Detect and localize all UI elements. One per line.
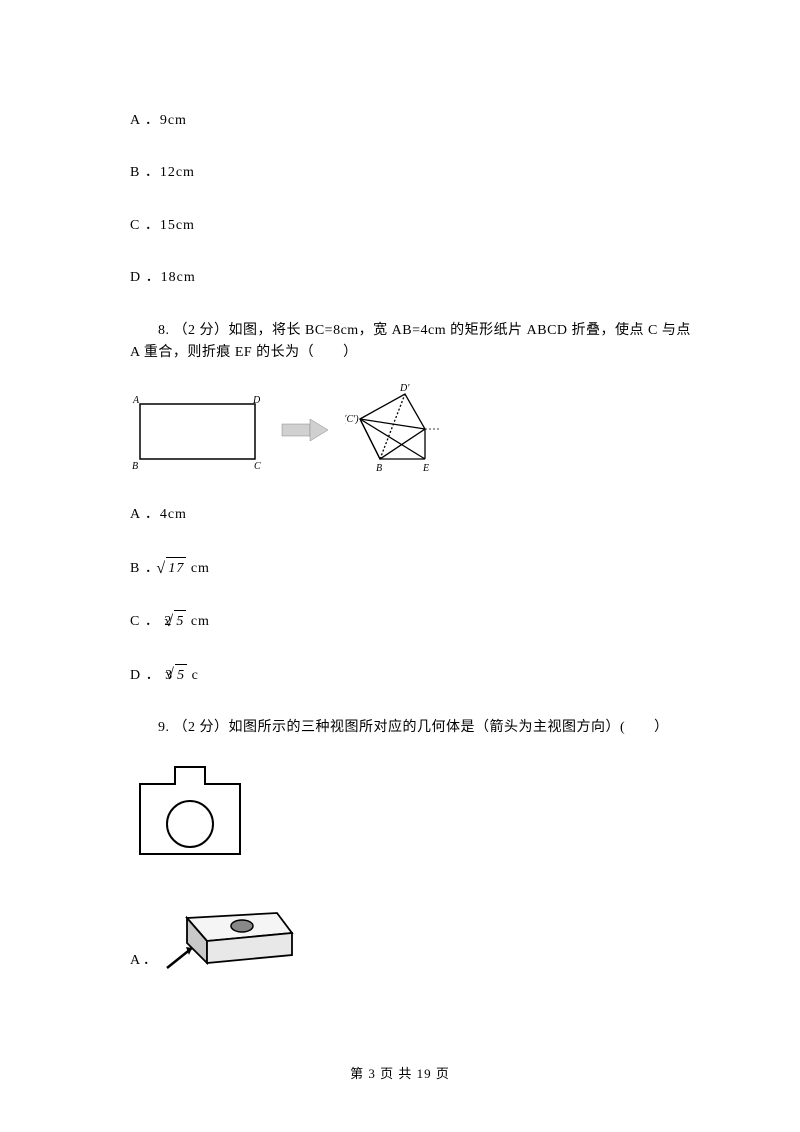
svg-text:A: A <box>132 395 140 406</box>
svg-text:C: C <box>254 461 261 469</box>
svg-text:D': D' <box>399 383 410 394</box>
sqrt-expr: √5 <box>172 610 186 633</box>
svg-text:D: D <box>252 395 261 406</box>
option-label: D ． <box>130 667 161 682</box>
svg-text:A(C'): A(C') <box>345 414 359 425</box>
q9-option-a-label: A ． <box>130 950 157 972</box>
question-9: 9. （2 分）如图所示的三种视图所对应的几何体是（箭头为主视图方向）( ） <box>130 717 700 739</box>
sqrt-expr: √17 <box>164 557 186 580</box>
q9-solid-a <box>162 893 302 973</box>
q8-option-d: D ． 3 √5 c <box>130 664 700 687</box>
arrow-icon <box>280 414 330 444</box>
q9-views-diagram <box>130 759 700 872</box>
svg-text:E: E <box>422 463 429 474</box>
rectangle-diagram: A D B C <box>130 389 265 469</box>
page-content: A ．9cm B ．12cm C ．15cm D ．18cm 8. （2 分）如… <box>0 0 800 973</box>
sqrt-expr: √5 <box>173 664 187 687</box>
option-c: C ．15cm <box>130 215 700 237</box>
svg-text:B: B <box>376 463 382 474</box>
folded-diagram: D' A(C') B E <box>345 379 465 479</box>
unit-text: cm <box>191 614 210 629</box>
svg-text:B: B <box>132 461 138 469</box>
page-number: 第 3 页 共 19 页 <box>350 1066 450 1081</box>
option-d: D ．18cm <box>130 267 700 289</box>
q8-diagram: A D B C D' A(C') B E <box>130 379 700 479</box>
option-label: C ． <box>130 614 160 629</box>
option-a: A ．9cm <box>130 110 700 132</box>
q9-option-a-container: A ． <box>130 893 700 973</box>
unit-text: c <box>192 667 199 682</box>
page-footer: 第 3 页 共 19 页 <box>0 1063 800 1082</box>
option-b: B ．12cm <box>130 162 700 184</box>
q8-option-c: C ． 2 √5 cm <box>130 610 700 633</box>
question-8: 8. （2 分）如图，将长 BC=8cm，宽 AB=4cm 的矩形纸片 ABCD… <box>130 320 700 365</box>
unit-text: cm <box>191 561 210 576</box>
q8-option-a: A ．4cm <box>130 504 700 526</box>
q8-option-b: B ． √17 cm <box>130 557 700 580</box>
